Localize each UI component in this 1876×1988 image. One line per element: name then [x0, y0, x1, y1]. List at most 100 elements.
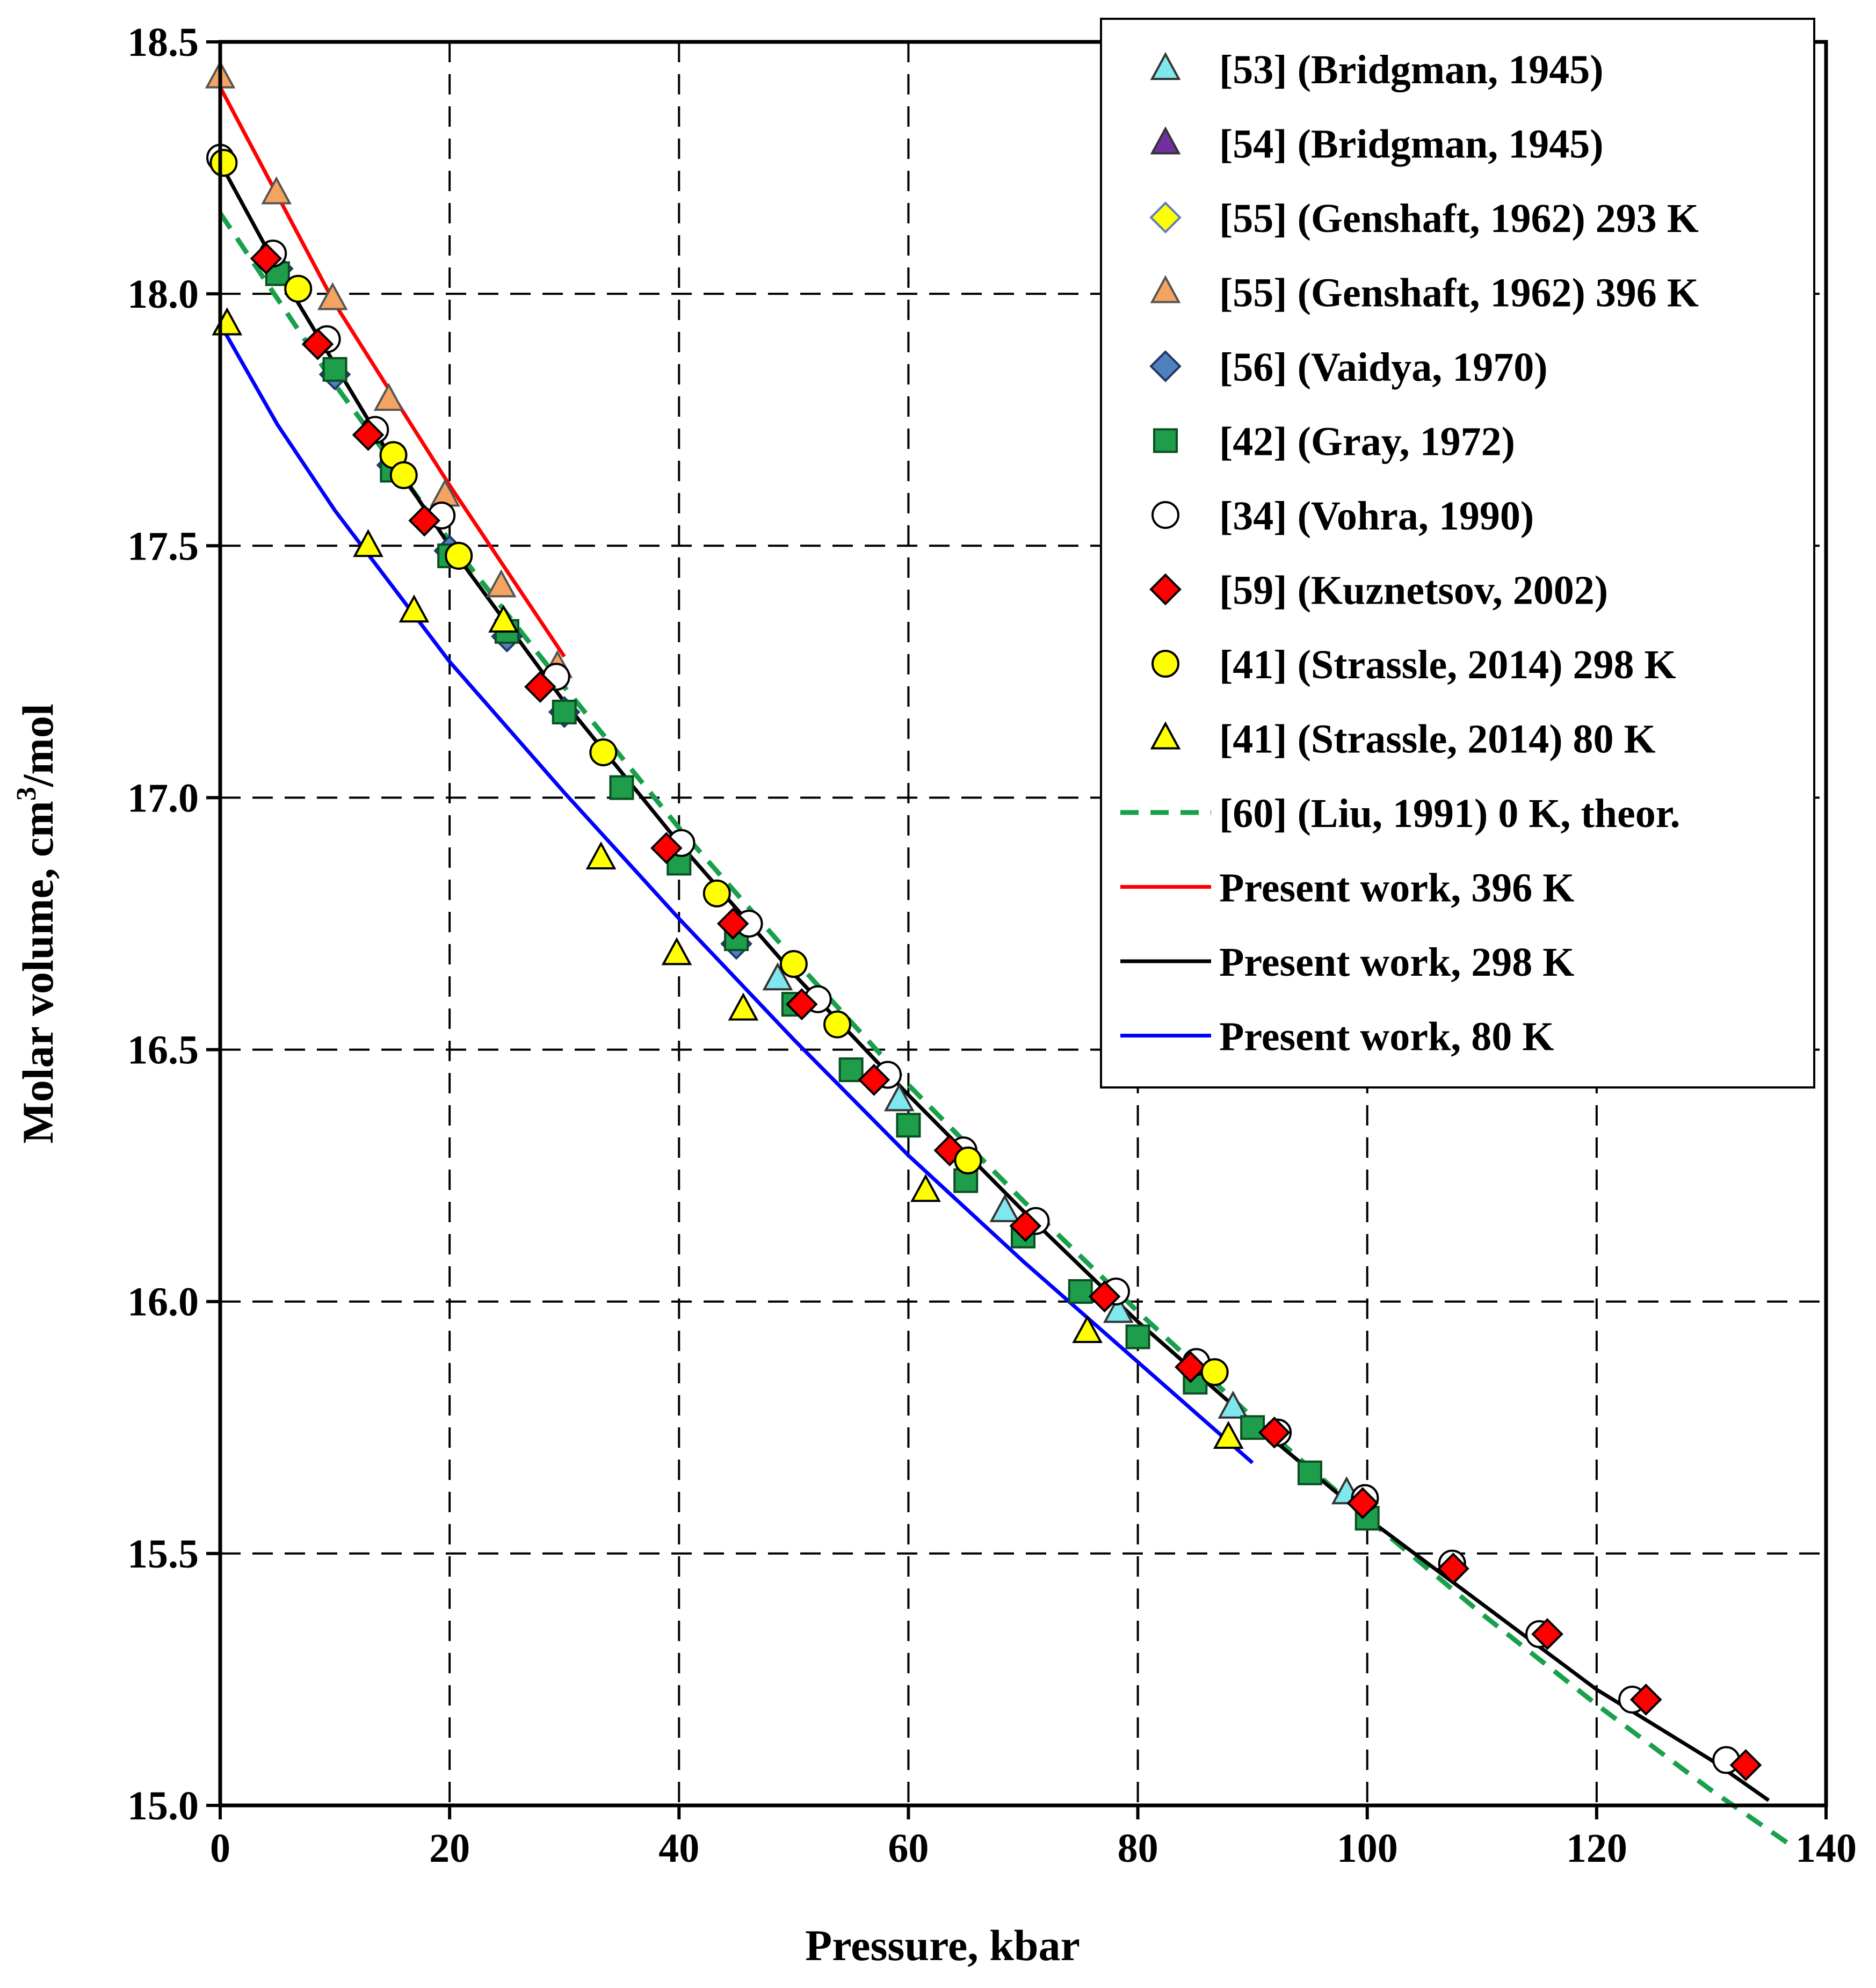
- legend-label-60-liu-1991-0-k-theor: [60] (Liu, 1991) 0 K, theor.: [1219, 791, 1681, 836]
- y-axis-title-sup: 3: [11, 787, 42, 801]
- legend-label-54-bridgman-1945: [54] (Bridgman, 1945): [1219, 122, 1604, 167]
- data-point-41-strassle-2014-298-k: [445, 542, 473, 570]
- legend-symbol-41-strassle-2014-298-k: [1151, 650, 1179, 678]
- data-point-55-genshaft-1962-396-k: [373, 382, 404, 411]
- data-point-53-bridgman-1945: [762, 962, 793, 991]
- legend-symbol-42-gray-1972: [1153, 428, 1178, 453]
- legend-symbol-56-vaidya-1970: [1149, 350, 1182, 382]
- data-point-59-kuznetsov-2002: [1088, 1280, 1121, 1313]
- data-point-59-kuznetsov-2002: [1174, 1351, 1207, 1383]
- y-axis-title-tail: /mol: [13, 703, 62, 787]
- x-axis-title: Pressure, kbar: [805, 1921, 1080, 1970]
- data-point-41-strassle-2014-298-k: [779, 950, 808, 978]
- x-tick-label: 120: [1566, 1826, 1627, 1871]
- data-point-42-gray-1972: [1297, 1460, 1322, 1485]
- legend: [53] (Bridgman, 1945) [54] (Bridgman, 194…: [1100, 18, 1815, 1089]
- data-point-41-strassle-2014-80-k: [1072, 1315, 1103, 1344]
- data-point-41-strassle-2014-298-k: [389, 461, 418, 489]
- data-point-41-strassle-2014-298-k: [284, 274, 313, 303]
- data-point-42-gray-1972: [552, 699, 577, 724]
- data-point-59-kuznetsov-2002: [716, 908, 749, 940]
- data-point-53-bridgman-1945: [989, 1194, 1020, 1222]
- data-point-42-gray-1972: [609, 775, 634, 800]
- x-tick-label: 20: [429, 1826, 470, 1871]
- data-point-41-strassle-2014-80-k: [1213, 1420, 1244, 1449]
- y-axis-title-main: Molar volume, cm: [13, 801, 62, 1143]
- x-tick-label: 80: [1118, 1826, 1158, 1871]
- data-point-42-gray-1972: [838, 1057, 864, 1083]
- data-point-59-kuznetsov-2002: [250, 242, 283, 275]
- y-tick-label: 16.0: [127, 1280, 199, 1325]
- data-point-59-kuznetsov-2002: [1729, 1749, 1762, 1781]
- series-lines: [218, 86, 1793, 1848]
- data-point-41-strassle-2014-298-k: [589, 738, 618, 766]
- legend-symbol-59-kuznetsov-2002: [1149, 573, 1182, 606]
- data-point-41-strassle-2014-80-k: [399, 594, 430, 623]
- x-tick-label: 0: [210, 1826, 230, 1871]
- x-tick-label: 140: [1795, 1826, 1857, 1871]
- legend-label-34-vohra-1990: [34] (Vohra, 1990): [1219, 494, 1534, 539]
- data-point-41-strassle-2014-298-k: [702, 879, 731, 908]
- x-tick-label: 40: [658, 1826, 699, 1871]
- data-point-42-gray-1972: [896, 1113, 921, 1138]
- data-point-59-kuznetsov-2002: [1531, 1618, 1563, 1650]
- plot-frame: [218, 40, 1828, 1808]
- legend-label-present-work-396-k: Present work, 396 K: [1219, 866, 1574, 911]
- y-tick-label: 17.0: [127, 775, 199, 821]
- legend-symbol-55-genshaft-1962-293-k: [1149, 201, 1182, 234]
- data-point-41-strassle-2014-298-k: [1200, 1358, 1229, 1387]
- data-point-59-kuznetsov-2002: [352, 419, 385, 451]
- y-tick-label: 16.5: [127, 1028, 199, 1073]
- y-tick-label: 18.5: [127, 20, 199, 65]
- y-tick-label: 18.0: [127, 272, 199, 317]
- ticks: 0 20 40 60 80 100 120 140 15.0 15.5 16.0 16.5 17.0 17…: [127, 20, 1857, 1871]
- data-point-59-kuznetsov-2002: [524, 671, 556, 703]
- legend-label-present-work-80-k: Present work, 80 K: [1219, 1014, 1554, 1060]
- data-point-55-genshaft-1962-396-k: [261, 176, 292, 205]
- legend-label-59-kuznetsov-2002: [59] (Kuznetsov, 2002): [1219, 568, 1608, 613]
- data-point-59-kuznetsov-2002: [785, 988, 818, 1020]
- y-tick-label: 17.5: [127, 524, 199, 569]
- data-point-42-gray-1972: [1240, 1415, 1265, 1440]
- legend-label-42-gray-1972: [42] (Gray, 1972): [1219, 419, 1515, 465]
- legend-symbol-41-strassle-2014-80-k: [1150, 721, 1181, 750]
- legend-label-55-genshaft-1962-293-k: [55] (Genshaft, 1962) 293 K: [1219, 196, 1699, 241]
- data-point-55-genshaft-1962-396-k: [317, 282, 348, 310]
- data-point-41-strassle-2014-80-k: [353, 529, 383, 557]
- data-point-59-kuznetsov-2002: [1629, 1684, 1662, 1716]
- legend-symbol-55-genshaft-1962-396-k: [1150, 275, 1181, 303]
- legend-symbol-53-bridgman-1945: [1150, 52, 1181, 80]
- legend-symbol-54-bridgman-1945: [1150, 126, 1181, 155]
- data-point-41-strassle-2014-80-k: [910, 1174, 941, 1202]
- data-point-41-strassle-2014-298-k: [954, 1146, 982, 1174]
- y-tick-label: 15.0: [127, 1783, 199, 1829]
- data-point-53-bridgman-1945: [883, 1083, 915, 1112]
- data-point-55-genshaft-1962-396-k: [486, 569, 517, 598]
- legend-label-41-strassle-2014-80-k: [41] (Strassle, 2014) 80 K: [1219, 717, 1656, 762]
- series-line-60-liu-1991-0-k-theor: [218, 212, 1793, 1848]
- x-tick-label: 100: [1337, 1826, 1398, 1871]
- y-tick-label: 15.5: [127, 1532, 199, 1577]
- markers: [205, 60, 1762, 1781]
- legend-label-present-work-298-k: Present work, 298 K: [1219, 940, 1574, 985]
- legend-box: [1100, 18, 1815, 1089]
- data-point-41-strassle-2014-80-k: [488, 604, 519, 633]
- data-point-59-kuznetsov-2002: [301, 328, 334, 360]
- legend-symbol-34-vohra-1990: [1151, 501, 1179, 529]
- legend-label-55-genshaft-1962-396-k: [55] (Genshaft, 1962) 396 K: [1219, 271, 1699, 316]
- series-line-present-work-80-k: [218, 323, 1254, 1464]
- data-point-53-bridgman-1945: [1218, 1390, 1249, 1419]
- data-point-41-strassle-2014-80-k: [585, 841, 617, 870]
- legend-label-53-bridgman-1945: [53] (Bridgman, 1945): [1219, 47, 1604, 92]
- data-point-59-kuznetsov-2002: [1346, 1487, 1379, 1519]
- data-point-59-kuznetsov-2002: [408, 504, 440, 537]
- data-point-59-kuznetsov-2002: [1258, 1416, 1291, 1449]
- data-point-41-strassle-2014-80-k: [728, 992, 759, 1021]
- legend-label-56-vaidya-1970: [56] (Vaidya, 1970): [1219, 345, 1548, 390]
- data-point-42-gray-1972: [1125, 1324, 1150, 1349]
- data-point-41-strassle-2014-298-k: [209, 149, 238, 177]
- data-point-41-strassle-2014-298-k: [823, 1010, 852, 1039]
- data-point-53-bridgman-1945: [1103, 1295, 1134, 1323]
- data-point-42-gray-1972: [1068, 1279, 1093, 1304]
